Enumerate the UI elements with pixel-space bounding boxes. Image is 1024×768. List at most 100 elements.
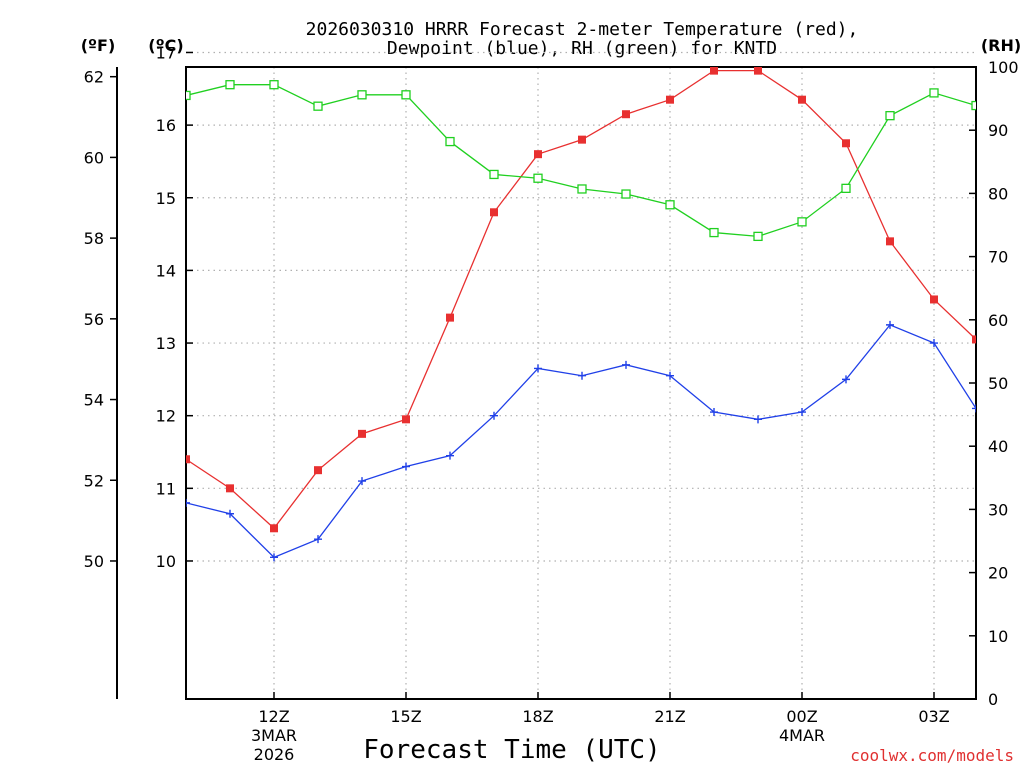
dewpoint-point xyxy=(754,415,762,424)
series-rh xyxy=(186,80,976,242)
dewpoint-point xyxy=(666,371,674,380)
dewpoint-point xyxy=(226,509,234,518)
rh-point xyxy=(225,80,235,90)
x-axis-label: Forecast Time (UTC) xyxy=(363,735,660,765)
axes xyxy=(110,51,977,700)
rh-tick-label: 30 xyxy=(988,500,1008,519)
x-tick-label: 21Z xyxy=(654,707,685,726)
dewpoint-point xyxy=(270,553,278,562)
rh-point xyxy=(445,136,455,147)
dewpoint-point xyxy=(534,364,542,373)
temperature-point xyxy=(972,335,976,344)
temperature-point xyxy=(226,484,234,493)
temperature-point xyxy=(622,110,630,119)
series-line xyxy=(186,84,976,238)
fahrenheit-tick-label: 50 xyxy=(84,552,104,571)
dewpoint-point xyxy=(622,360,630,369)
x-tick-label: 18Z xyxy=(522,707,553,726)
fahrenheit-tick-label: 60 xyxy=(84,148,104,167)
x-tick-label: 12Z xyxy=(258,707,289,726)
temperature-point xyxy=(270,524,278,533)
temperature-point xyxy=(446,313,454,322)
rh-point xyxy=(269,80,279,90)
dewpoint-point xyxy=(186,498,190,507)
series-dewpoint xyxy=(186,320,976,562)
temperature-point xyxy=(534,150,542,159)
rh-point xyxy=(357,90,367,100)
x-year-label: 2026 xyxy=(254,745,295,764)
temperature-point xyxy=(314,466,322,475)
dewpoint-point xyxy=(930,339,938,348)
celsius-axis-unit: (ºC) xyxy=(148,36,183,55)
dewpoint-point xyxy=(842,375,850,384)
celsius-tick-label: 14 xyxy=(156,261,176,280)
dewpoint-point xyxy=(710,408,718,417)
dewpoint-point xyxy=(972,404,976,413)
fahrenheit-tick-label: 56 xyxy=(84,310,104,329)
tick-labels: 10 11 12 13 14 15 16 17 50 52 54 56 58 60 62 0 10 20 30 40 5… xyxy=(84,43,1019,764)
rh-point xyxy=(401,90,411,100)
temperature-point xyxy=(798,95,806,104)
fahrenheit-tick-label: 58 xyxy=(84,229,104,248)
x-date-label: 3MAR xyxy=(251,726,297,745)
chart-title-line2: Dewpoint (blue), RH (green) for KNTD xyxy=(387,38,777,59)
temperature-point xyxy=(186,455,190,464)
x-tick-label: 03Z xyxy=(918,707,949,726)
celsius-tick-label: 11 xyxy=(156,479,176,498)
rh-point xyxy=(621,189,631,199)
x-tick-label: 00Z xyxy=(786,707,817,726)
dewpoint-point xyxy=(358,477,366,486)
rh-point xyxy=(841,183,851,193)
temperature-point xyxy=(402,415,410,424)
rh-point xyxy=(186,90,191,101)
rh-tick-label: 80 xyxy=(988,184,1008,203)
celsius-tick-label: 13 xyxy=(156,334,176,353)
chart-title-line1: 2026030310 HRRR Forecast 2-meter Tempera… xyxy=(306,19,859,40)
temperature-point xyxy=(710,67,718,75)
dewpoint-point xyxy=(314,535,322,544)
credit-link[interactable]: coolwx.com/models xyxy=(850,746,1014,765)
rh-point xyxy=(665,200,675,210)
rh-point xyxy=(709,227,719,238)
rh-point xyxy=(885,111,895,121)
temperature-point xyxy=(886,237,894,246)
rh-tick-label: 60 xyxy=(988,311,1008,330)
series--meter-temperature xyxy=(186,67,976,533)
plot-frame xyxy=(185,66,977,700)
rh-tick-label: 50 xyxy=(988,374,1008,393)
grid-lines xyxy=(186,51,976,699)
rh-point xyxy=(313,101,323,111)
rh-tick-label: 100 xyxy=(988,58,1019,77)
fahrenheit-axis-unit: (ºF) xyxy=(81,36,116,55)
dewpoint-point xyxy=(578,371,586,380)
rh-point xyxy=(753,231,763,242)
temperature-point xyxy=(842,139,850,148)
dewpoint-point xyxy=(402,462,410,471)
celsius-tick-label: 12 xyxy=(156,407,176,426)
rh-axis-unit: (RH) xyxy=(981,36,1021,55)
rh-tick-label: 70 xyxy=(988,248,1008,267)
data-series xyxy=(186,67,976,562)
temperature-point xyxy=(358,429,366,438)
dewpoint-point xyxy=(446,451,454,460)
celsius-tick-label: 10 xyxy=(156,552,176,571)
rh-point xyxy=(797,217,807,227)
temperature-point xyxy=(930,295,938,304)
dewpoint-point xyxy=(490,411,498,420)
rh-point xyxy=(577,184,587,194)
rh-tick-label: 20 xyxy=(988,564,1008,583)
rh-point xyxy=(971,100,976,111)
celsius-tick-label: 17 xyxy=(156,43,176,62)
fahrenheit-tick-label: 54 xyxy=(84,391,104,410)
rh-tick-label: 10 xyxy=(988,627,1008,646)
x-tick-label: 15Z xyxy=(390,707,421,726)
rh-point xyxy=(489,169,499,180)
celsius-tick-label: 16 xyxy=(156,116,176,135)
rh-point xyxy=(533,173,543,183)
dewpoint-point xyxy=(798,408,806,417)
rh-point xyxy=(929,88,939,98)
temperature-point xyxy=(578,135,586,144)
celsius-tick-label: 15 xyxy=(156,189,176,208)
temperature-point xyxy=(666,95,674,104)
